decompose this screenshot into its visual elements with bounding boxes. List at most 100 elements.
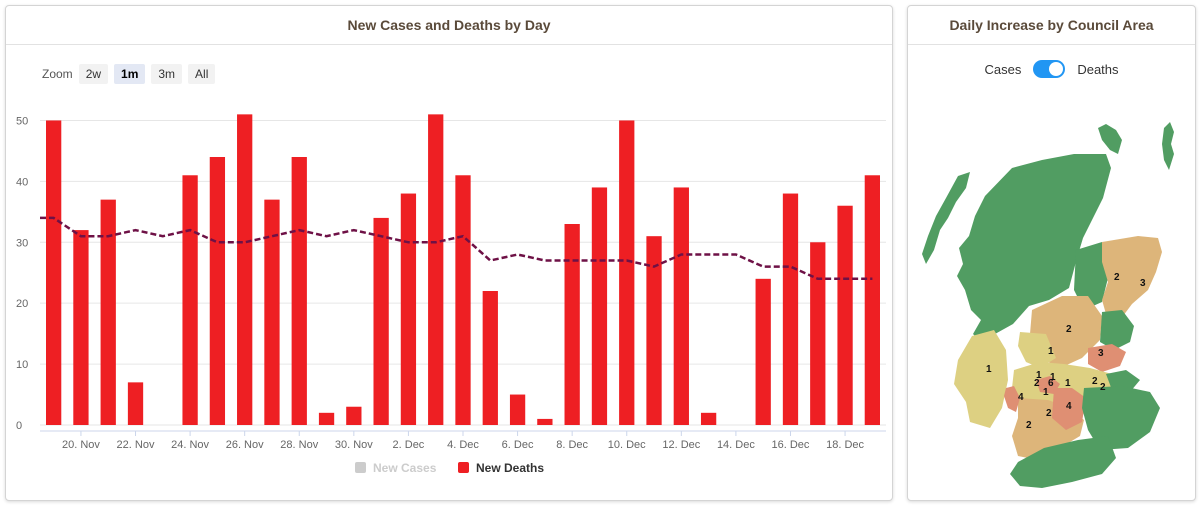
x-tick-label: 4. Dec — [447, 439, 479, 451]
council-area-map-panel: Daily Increase by Council Area Cases Dea… — [907, 5, 1196, 501]
x-tick-label: 24. Nov — [171, 439, 209, 451]
death-bar — [46, 120, 62, 426]
map-label: 2 — [1114, 272, 1120, 283]
map-label: 2 — [1100, 382, 1106, 393]
toggle-cases-label[interactable]: Cases — [984, 61, 1022, 77]
death-bar — [455, 175, 471, 425]
death-bar — [127, 382, 144, 425]
death-bar — [373, 217, 389, 425]
toggle-deaths-label[interactable]: Deaths — [1077, 61, 1119, 77]
death-bar — [564, 224, 580, 425]
death-bar — [673, 187, 689, 425]
x-tick-label: 8. Dec — [556, 439, 588, 451]
map-label: 1 — [1048, 346, 1054, 357]
map-label: 2 — [1092, 376, 1098, 387]
map-region-highland[interactable] — [957, 154, 1111, 342]
zoom-controls: Zoom 2w 1m 3m All — [42, 64, 216, 84]
map-region-orkney[interactable] — [1098, 124, 1122, 154]
map-label: 3 — [1140, 278, 1146, 289]
map-region-south-lanarkshire[interactable] — [1052, 388, 1086, 430]
death-bar — [591, 187, 608, 425]
death-bar — [646, 236, 662, 425]
y-tick-label: 20 — [16, 298, 28, 310]
death-bar — [755, 278, 771, 425]
death-bar — [100, 199, 116, 425]
x-tick-label: 16. Dec — [772, 439, 810, 451]
y-tick-label: 40 — [16, 176, 28, 188]
death-bar — [346, 406, 362, 425]
x-tick-label: 30. Nov — [335, 439, 373, 451]
legend-new-deaths-swatch[interactable] — [458, 462, 469, 473]
map-label: 2 — [1046, 408, 1052, 419]
x-tick-label: 28. Nov — [280, 439, 318, 451]
map-label: 6 — [1048, 378, 1054, 389]
zoom-all-button[interactable]: All — [188, 64, 216, 84]
death-bar — [318, 412, 335, 425]
x-tick-label: 26. Nov — [226, 439, 264, 451]
cases-deaths-toggle: Cases Deaths — [908, 60, 1195, 78]
cases-deaths-chart: 0 10 20 30 40 50 20. Nov 22. Nov 24. Nov 26. Nov 2… — [16, 114, 886, 475]
map-label: 1 — [986, 364, 992, 375]
death-bar — [837, 205, 853, 425]
map-label: 1 — [1043, 387, 1049, 398]
death-bar — [237, 114, 253, 425]
map-region-western-isles[interactable] — [922, 172, 970, 264]
map-region-stirling[interactable] — [1018, 332, 1056, 368]
map-region-scottish-borders[interactable] — [1082, 386, 1160, 450]
y-tick-label: 30 — [16, 237, 28, 249]
map-label: 1 — [1036, 370, 1042, 381]
map-region-shetland[interactable] — [1162, 122, 1174, 170]
death-bar — [700, 412, 717, 425]
map-region-aberdeenshire[interactable] — [1102, 236, 1162, 320]
x-tick-label: 6. Dec — [502, 439, 534, 451]
y-tick-label: 50 — [16, 115, 28, 127]
legend-new-cases-label[interactable]: New Cases — [373, 461, 437, 475]
map-label: 1 — [1065, 378, 1071, 389]
map-label: 2 — [1026, 420, 1032, 431]
death-bar — [810, 242, 826, 425]
map-label: 3 — [1098, 348, 1104, 359]
map-region-dumfries-galloway[interactable] — [1010, 436, 1116, 488]
x-tick-label: 12. Dec — [662, 439, 700, 451]
zoom-2w-button[interactable]: 2w — [78, 64, 109, 84]
x-tick-label: 2. Dec — [393, 439, 425, 451]
toggle-knob — [1049, 62, 1064, 76]
death-bar — [782, 193, 799, 425]
map-region-moray[interactable] — [1074, 242, 1110, 310]
cases-deaths-chart-panel: New Cases and Deaths by Day 0 10 20 30 40 50 2… — [5, 5, 893, 501]
death-bar — [182, 175, 198, 425]
death-bar — [400, 193, 417, 425]
legend-new-deaths-label[interactable]: New Deaths — [476, 461, 544, 475]
x-tick-label: 20. Nov — [62, 439, 100, 451]
y-tick-label: 0 — [16, 420, 22, 432]
x-tick-label: 22. Nov — [117, 439, 155, 451]
death-bar — [209, 157, 226, 425]
death-bar — [864, 175, 880, 425]
seven-day-average-line — [40, 216, 873, 281]
x-tick-label: 10. Dec — [608, 439, 646, 451]
death-bar — [428, 114, 444, 425]
toggle-switch[interactable] — [1033, 60, 1066, 78]
death-bar — [264, 199, 280, 425]
death-bar — [73, 230, 89, 425]
map-region-fife[interactable] — [1088, 344, 1126, 372]
map-label: 2 — [1066, 324, 1072, 335]
map-region-inverclyde[interactable] — [1004, 386, 1020, 412]
zoom-label: Zoom — [42, 67, 73, 81]
death-bar — [482, 291, 498, 425]
map-regions — [922, 122, 1174, 488]
zoom-1m-button[interactable]: 1m — [114, 64, 146, 84]
zoom-3m-button[interactable]: 3m — [151, 64, 183, 84]
y-tick-label: 10 — [16, 359, 28, 371]
x-tick-label: 14. Dec — [717, 439, 755, 451]
x-tick-label: 18. Dec — [826, 439, 864, 451]
map-value-labels: 2 3 2 3 1 1 1 1 2 6 1 2 2 4 1 2 4 2 — [986, 272, 1146, 431]
death-bar — [619, 120, 635, 426]
map-label: 1 — [1050, 372, 1056, 383]
map-region-angus[interactable] — [1100, 310, 1134, 350]
map-region-aberdeen-city[interactable] — [1136, 270, 1152, 288]
chart-title: New Cases and Deaths by Day — [6, 6, 892, 45]
legend-new-cases-swatch[interactable] — [355, 462, 366, 473]
scotland-council-map: 2 3 2 3 1 1 1 1 2 6 1 2 2 4 1 2 4 2 — [922, 122, 1174, 488]
map-region-argyll-bute[interactable] — [954, 330, 1008, 428]
